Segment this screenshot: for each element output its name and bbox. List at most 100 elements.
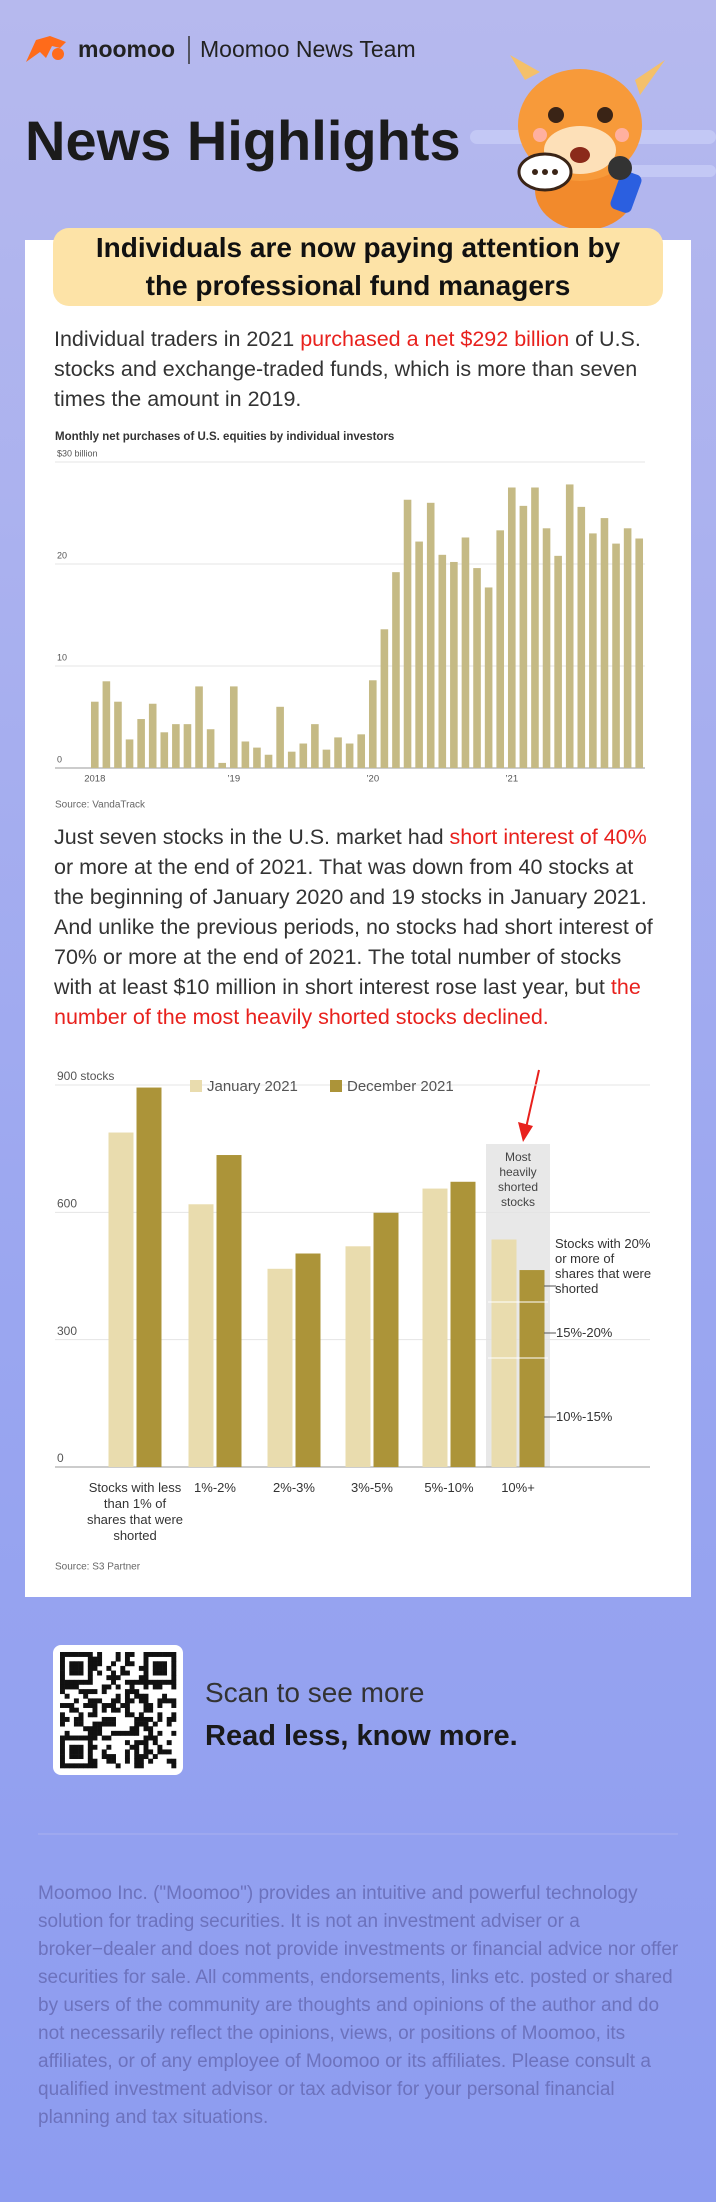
qr-cell (138, 1679, 144, 1685)
chart-title: Monthly net purchases of U.S. equities b… (55, 431, 394, 443)
qr-cell (60, 1665, 65, 1671)
qr-cell (111, 1730, 116, 1736)
y-tick-label: $30 billion (57, 448, 98, 458)
qr-cell (73, 1652, 79, 1657)
qr-cell (92, 1735, 98, 1741)
qr-cell (92, 1689, 98, 1695)
qr-cell (60, 1679, 65, 1685)
qr-cell (87, 1652, 93, 1657)
team: Moomoo News Team (200, 36, 416, 62)
x-tick-label: 2%-3% (273, 1480, 315, 1495)
bar (403, 499, 412, 768)
qr-cell (143, 1679, 149, 1685)
qr-cell (143, 1670, 149, 1676)
qr-cell (111, 1675, 116, 1681)
qr-cell (60, 1689, 65, 1695)
qr-cell (115, 1684, 121, 1690)
qr-cell (87, 1712, 93, 1718)
qr-cell (106, 1754, 112, 1760)
qr-cell (73, 1661, 79, 1667)
bar (136, 1087, 162, 1467)
qr-cell (92, 1665, 98, 1671)
bar (206, 729, 215, 768)
qr-cell (129, 1698, 135, 1704)
qr-cell (73, 1716, 79, 1722)
qr-cell (129, 1689, 135, 1695)
qr-cell (92, 1721, 98, 1727)
qr-cell (106, 1665, 112, 1671)
qr-cell (101, 1754, 107, 1760)
qr-cell (143, 1740, 149, 1746)
source: Source: S3 Partner (55, 1562, 141, 1573)
qr-cell (78, 1689, 84, 1695)
qr-cell (73, 1754, 79, 1760)
qr-cell (171, 1763, 177, 1769)
y-tick-label: 20 (57, 550, 67, 560)
bar (496, 530, 505, 768)
qr-cell (83, 1689, 89, 1695)
bar (519, 1270, 545, 1467)
bar (102, 681, 111, 768)
qr-cell (171, 1652, 177, 1657)
qr-cell (83, 1703, 89, 1708)
annotation: Most heavily shorted stocks (497, 1150, 539, 1209)
qr-cell (120, 1703, 126, 1708)
qr-cell (64, 1652, 70, 1657)
qr-cell (78, 1661, 84, 1667)
qr-cell (87, 1703, 93, 1708)
slogan: Read less, know more. (205, 1720, 518, 1752)
qr-cell (152, 1652, 158, 1657)
qr-cell (60, 1763, 65, 1769)
bar (188, 1204, 214, 1467)
qr-cell (166, 1652, 172, 1657)
qr-cell (148, 1758, 154, 1764)
bar (229, 686, 238, 768)
qr-cell (106, 1703, 112, 1708)
qr-cell (124, 1693, 130, 1699)
qr-cell (134, 1758, 140, 1764)
legend-label: December 2021 (347, 1078, 454, 1095)
qr-cell (115, 1707, 121, 1713)
qr-cell (87, 1726, 93, 1732)
qr-cell (124, 1730, 130, 1736)
bar (473, 568, 481, 768)
qr-cell (78, 1665, 84, 1671)
qr-cell (60, 1712, 65, 1718)
legend-label: January 2021 (207, 1078, 298, 1095)
qr-cell (92, 1703, 98, 1708)
qr-cell (143, 1749, 149, 1755)
paragraph: Individual traders in 2021 purchased a n… (54, 324, 664, 414)
qr-cell (92, 1661, 98, 1667)
annotation: 15%-20% (556, 1325, 613, 1340)
bar (600, 518, 609, 768)
qr-cell (87, 1675, 93, 1681)
qr-cell (148, 1726, 154, 1732)
qr-cell (60, 1670, 65, 1676)
bar (438, 554, 447, 768)
bar (195, 686, 203, 768)
text-segment: the number of the most heavily shorted s… (54, 975, 641, 1029)
qr-cell (97, 1661, 103, 1667)
qr-cell (101, 1716, 107, 1722)
qr-cell (87, 1744, 93, 1750)
qr-cell (69, 1679, 75, 1685)
qr-cell (152, 1679, 158, 1685)
qr-cell (73, 1665, 79, 1671)
qr-cell (171, 1712, 177, 1718)
qr-cell (97, 1730, 103, 1736)
qr-cell (162, 1670, 168, 1676)
bar (253, 747, 261, 768)
bar (216, 1155, 242, 1467)
bar (287, 751, 296, 768)
qr-cell (87, 1698, 93, 1704)
qr-cell (129, 1661, 135, 1667)
qr-cell (111, 1758, 116, 1764)
qr-cell (87, 1740, 93, 1746)
qr-cell (138, 1721, 144, 1727)
qr-cell (124, 1712, 130, 1718)
qr-cell (162, 1749, 168, 1755)
qr-cell (157, 1665, 163, 1671)
qr-cell (73, 1749, 79, 1755)
qr-cell (101, 1707, 107, 1713)
qr-cell (152, 1684, 158, 1690)
